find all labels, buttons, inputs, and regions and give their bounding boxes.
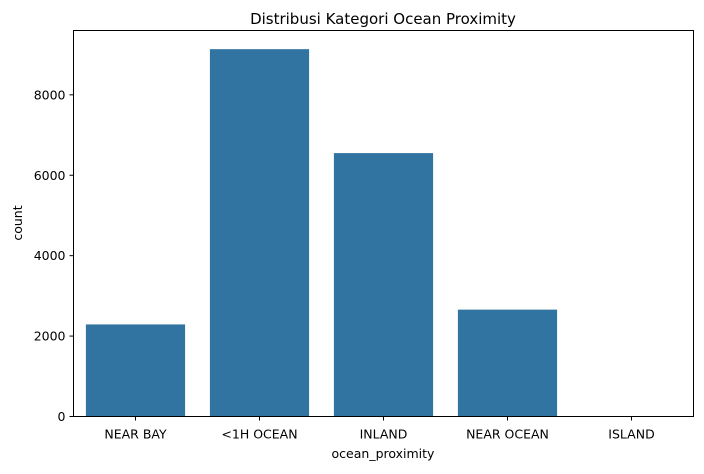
y-tick-label: 2000 <box>34 329 66 344</box>
y-axis-label: count <box>10 205 25 240</box>
x-tick-label: INLAND <box>360 427 408 442</box>
x-tick-label: ISLAND <box>608 427 654 442</box>
x-tick-label: NEAR OCEAN <box>466 427 549 442</box>
chart-title: Distribusi Kategori Ocean Proximity <box>250 10 516 28</box>
bars-layer <box>86 49 681 416</box>
y-tick-label: 0 <box>58 409 66 424</box>
y-tick-label: 4000 <box>34 248 66 263</box>
bar-near-ocean <box>458 310 557 417</box>
y-tick-label: 6000 <box>34 168 66 183</box>
x-tick-label: NEAR BAY <box>104 427 167 442</box>
bar-near-bay <box>86 324 185 416</box>
x-tick-label: <1H OCEAN <box>221 427 297 442</box>
bar-1h-ocean <box>210 49 309 416</box>
x-axis-label: ocean_proximity <box>332 446 436 461</box>
bar-inland <box>334 153 433 416</box>
y-tick-label: 8000 <box>34 87 66 102</box>
